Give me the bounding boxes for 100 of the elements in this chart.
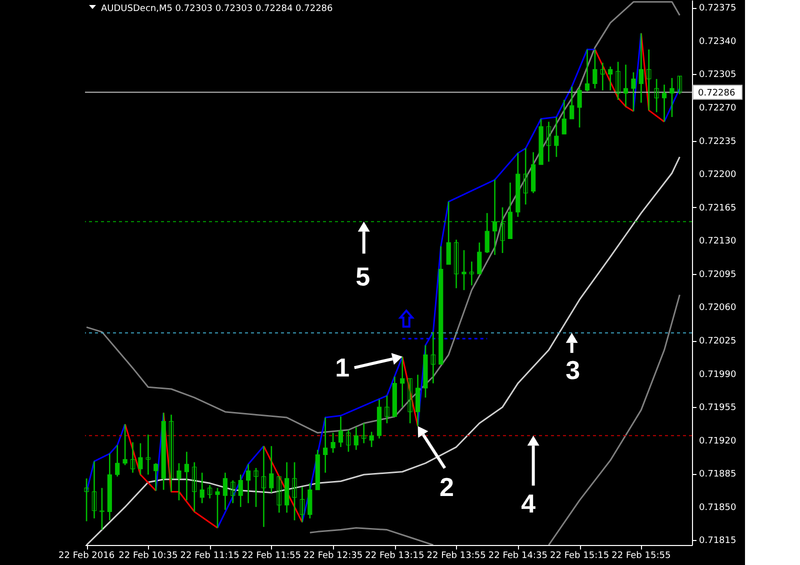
- candlestick: [346, 429, 351, 452]
- x-tick-label: 22 Feb 13:55: [426, 551, 486, 561]
- candlestick: [469, 260, 474, 286]
- candlestick: [292, 462, 297, 521]
- candlestick: [562, 99, 566, 135]
- candlestick: [492, 179, 498, 256]
- candlestick: [670, 77, 674, 118]
- candlestick: [584, 48, 590, 92]
- candlestick: [662, 84, 667, 122]
- candlestick: [654, 78, 659, 113]
- candlestick: [254, 467, 258, 508]
- x-tick-label: 22 Feb 12:35: [304, 551, 363, 561]
- y-tick-label: 0.72305: [699, 70, 736, 80]
- y-tick-label: 0.71885: [699, 470, 736, 480]
- candlestick: [415, 374, 420, 427]
- candlestick: [369, 431, 374, 448]
- candlestick: [300, 486, 305, 523]
- y-tick-label: 0.72375: [699, 4, 736, 14]
- candlestick: [600, 62, 605, 92]
- y-tick-label: 0.71990: [699, 370, 736, 380]
- candlestick: [154, 462, 158, 492]
- candlestick: [454, 239, 459, 289]
- candlestick: [100, 487, 104, 530]
- y-tick-label: 0.72165: [699, 203, 736, 214]
- y-tick-label: 0.71920: [699, 436, 736, 446]
- x-tick-label: 22 Feb 2016: [58, 551, 115, 561]
- y-tick-label: 0.72060: [699, 303, 736, 314]
- candlestick: [484, 212, 490, 254]
- y-tick-label: 0.72235: [699, 136, 736, 147]
- candlestick: [269, 445, 274, 494]
- candlestick: [168, 414, 174, 492]
- candlestick: [230, 480, 236, 504]
- candlestick: [631, 72, 636, 112]
- y-tick-label: 0.72270: [699, 103, 736, 114]
- line-series: [86, 1, 680, 434]
- candlestick: [122, 424, 128, 466]
- candlestick: [408, 378, 412, 424]
- candlestick: [276, 476, 282, 514]
- candlestick: [616, 61, 620, 101]
- chart-title: AUDUSDecn,M5 0.72303 0.72303 0.72284 0.72286: [101, 4, 334, 14]
- candlestick: [238, 474, 243, 508]
- y-tick-label: 0.71955: [699, 403, 736, 414]
- candlestick: [400, 356, 405, 408]
- candlestick: [546, 121, 552, 162]
- candlestick: [84, 478, 89, 522]
- candlestick: [200, 472, 204, 504]
- candlestick: [323, 416, 328, 474]
- candlestick: [477, 242, 482, 275]
- candlestick: [608, 66, 613, 92]
- annotation: 2: [440, 472, 454, 502]
- candlestick: [554, 116, 559, 158]
- candlestick: [222, 472, 228, 510]
- candlestick: [138, 442, 143, 476]
- ref-line-label: 0.72286: [698, 88, 736, 98]
- candlestick: [184, 451, 189, 501]
- x-tick-label: 22 Feb 11:55: [242, 551, 301, 561]
- candlestick: [570, 86, 574, 120]
- candlestick: [362, 422, 366, 444]
- candlestick: [523, 148, 528, 206]
- candlestick: [430, 331, 436, 384]
- candlestick: [446, 200, 451, 266]
- x-tick-label: 22 Feb 10:35: [118, 551, 178, 561]
- candlestick: [338, 416, 344, 448]
- x-tick-label: 22 Feb 14:35: [488, 551, 548, 561]
- annotation: 1: [335, 352, 350, 383]
- candlestick: [115, 444, 120, 478]
- y-tick-label: 0.72130: [699, 236, 736, 247]
- x-tick-label: 22 Feb 11:15: [180, 551, 240, 561]
- annotation: 4: [521, 488, 536, 519]
- y-tick-label: 0.72095: [699, 270, 736, 280]
- annotation: 3: [566, 354, 580, 385]
- y-tick-label: 0.72340: [699, 36, 736, 47]
- line-series: [86, 156, 680, 545]
- y-tick-label: 0.71815: [699, 536, 736, 546]
- candlestick: [207, 484, 212, 500]
- y-tick-label: 0.72200: [699, 170, 736, 180]
- candlestick: [384, 395, 390, 424]
- candlestick: [646, 48, 652, 111]
- candlestick: [577, 86, 582, 128]
- x-tick-label: 22 Feb 15:55: [612, 551, 671, 561]
- y-tick-label: 0.71850: [699, 502, 736, 513]
- candlestick: [261, 445, 266, 528]
- candlestick: [246, 464, 251, 504]
- candlestick: [330, 432, 336, 454]
- candlestick: [677, 75, 682, 95]
- candlestick: [638, 32, 644, 104]
- candlestick: [592, 48, 598, 90]
- y-tick-label: 0.72025: [699, 336, 736, 347]
- candlestick: [623, 64, 628, 108]
- candlestick: [500, 206, 505, 254]
- x-tick-label: 22 Feb 13:15: [365, 551, 424, 561]
- candlestick: [130, 442, 136, 474]
- candlestick: [215, 487, 220, 529]
- candlestick: [92, 460, 97, 520]
- candlestick: [192, 462, 197, 512]
- candlestick: [176, 462, 182, 501]
- annotation: 5: [356, 262, 370, 292]
- candlestick: [354, 426, 358, 451]
- candlestick: [462, 250, 466, 291]
- candlestick: [146, 434, 150, 476]
